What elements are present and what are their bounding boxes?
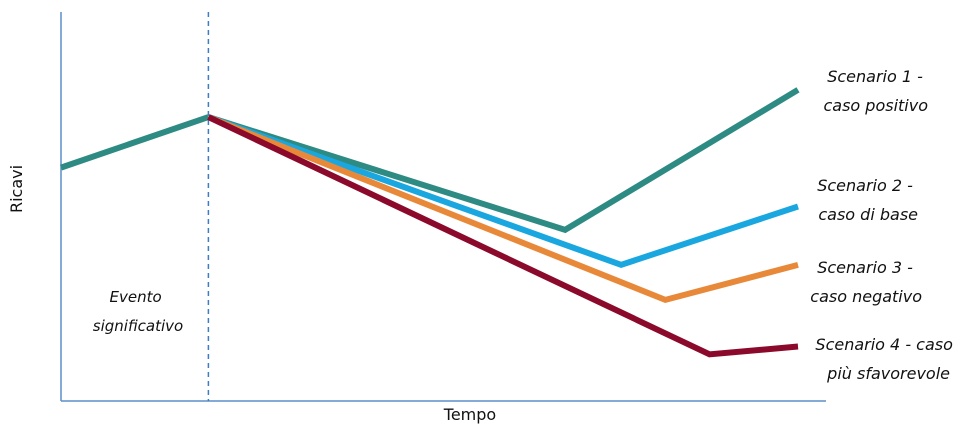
series-label-4-line-1: Scenario 4 - caso bbox=[815, 335, 953, 354]
series-label-4-line-2: più sfavorevole bbox=[826, 364, 950, 383]
series-line-1 bbox=[207, 87, 800, 234]
series-line-3 bbox=[207, 114, 799, 304]
event-label-line-1: Evento bbox=[110, 288, 162, 306]
series-lines bbox=[60, 87, 800, 358]
series-line-4 bbox=[207, 114, 799, 358]
series-label-2-line-1: Scenario 2 - bbox=[817, 176, 913, 195]
series-label-2: Scenario 2 - caso di base bbox=[817, 176, 918, 224]
series-label-1-line-1: Scenario 1 - bbox=[827, 67, 923, 86]
series-label-3-line-2: caso negativo bbox=[810, 287, 922, 306]
event-label: Evento significativo bbox=[93, 288, 183, 335]
pre-event-line bbox=[60, 114, 210, 171]
series-label-2-line-2: caso di base bbox=[818, 205, 918, 224]
series-label-4: Scenario 4 - caso più sfavorevole bbox=[815, 335, 958, 383]
series-line-2 bbox=[207, 114, 799, 269]
event-label-line-2: significativo bbox=[93, 317, 183, 335]
series-label-1: Scenario 1 - caso positivo bbox=[823, 67, 928, 115]
x-axis-title: Tempo bbox=[443, 405, 496, 424]
series-label-3: Scenario 3 - caso negativo bbox=[810, 258, 922, 306]
series-label-3-line-1: Scenario 3 - bbox=[817, 258, 913, 277]
y-axis-title: Ricavi bbox=[7, 165, 26, 213]
series-label-1-line-2: caso positivo bbox=[823, 96, 928, 115]
